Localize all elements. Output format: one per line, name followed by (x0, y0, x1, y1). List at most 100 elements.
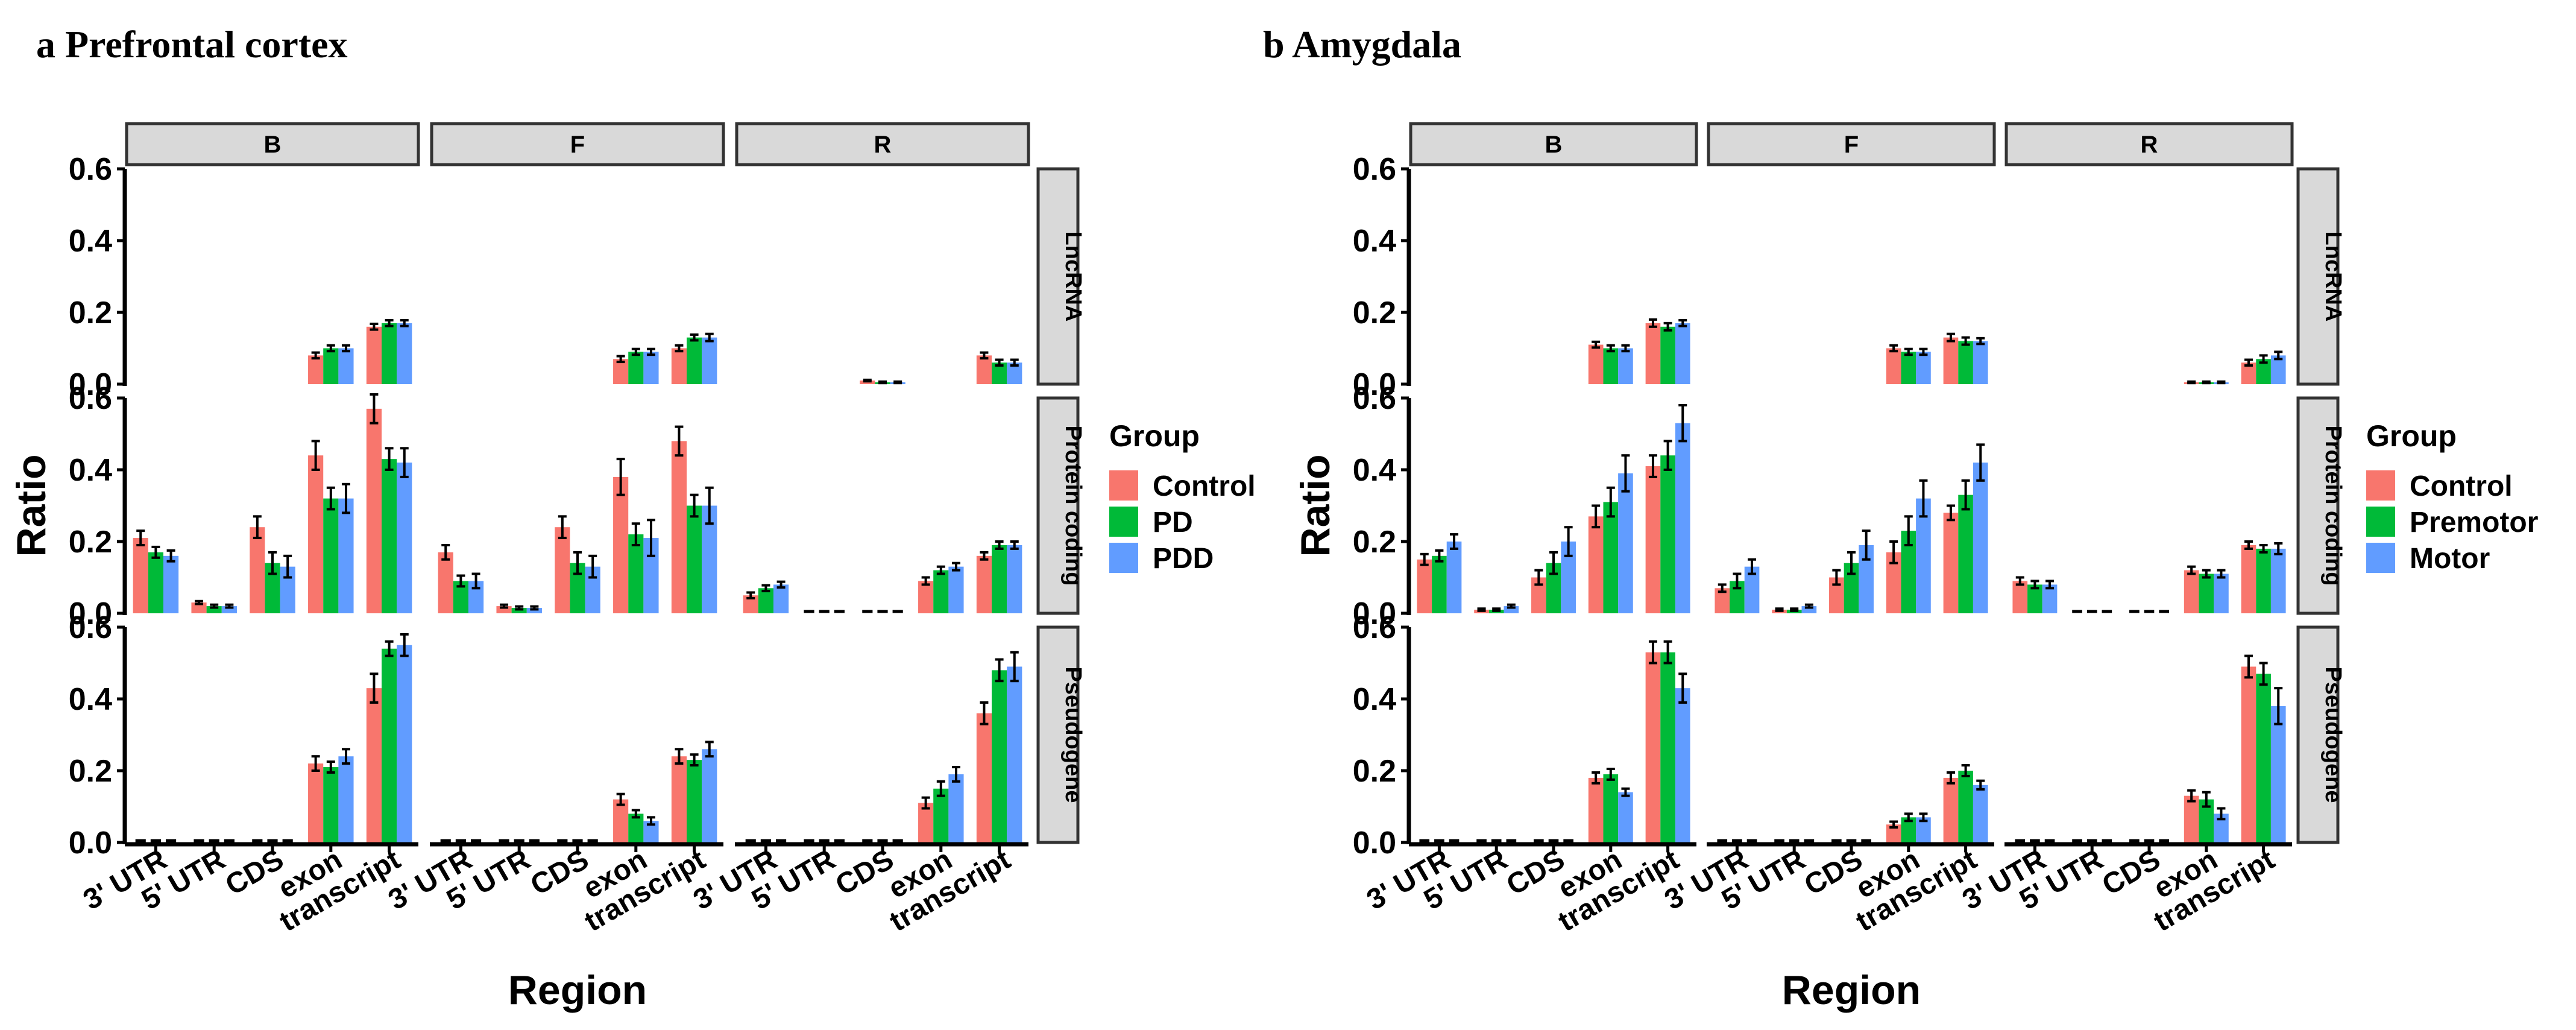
bar (1958, 494, 1973, 613)
bar (338, 498, 354, 613)
facet-row-label: Pseudogene (2320, 667, 2346, 803)
facet-strip-row (1036, 625, 1080, 844)
legend-label: PD (1153, 507, 1193, 539)
legend-label: Control (2410, 470, 2513, 502)
bar (1618, 792, 1633, 842)
bar (1660, 326, 1675, 384)
bar (323, 767, 339, 842)
bar (511, 608, 527, 613)
bar (308, 355, 324, 384)
bar (2241, 666, 2256, 842)
x-axis-title: Region (1782, 967, 1921, 1013)
bar (1007, 545, 1022, 613)
bar (438, 552, 453, 613)
facet-row-label: Protein coding (1060, 426, 1086, 586)
facet-strip-column (1409, 122, 1698, 166)
bar (526, 608, 542, 613)
y-tick-label: 0.6 (69, 152, 112, 187)
bar (366, 326, 382, 384)
facet-strip-row (2296, 396, 2340, 615)
facet-row-label: LncRNA (2320, 232, 2346, 322)
bar (976, 713, 992, 842)
legend-swatch (1109, 543, 1138, 573)
y-tick-label: 0.2 (1353, 525, 1396, 560)
bar (976, 355, 992, 384)
bar (702, 337, 717, 384)
legend-label: Premotor (2410, 507, 2538, 539)
bar (1446, 542, 1462, 613)
y-tick-label: 0.6 (69, 610, 112, 645)
facet-strip-row (2296, 625, 2340, 844)
y-tick-label: 0.0 (1353, 596, 1396, 631)
bar (1588, 777, 1604, 842)
y-tick-label: 0.4 (1353, 453, 1396, 488)
bar (687, 760, 702, 842)
bar (323, 498, 339, 613)
bar (2214, 573, 2229, 613)
legend-swatch (1109, 470, 1138, 501)
bar (773, 584, 789, 613)
bar (1973, 785, 1988, 842)
y-tick-label: 0.6 (69, 381, 112, 416)
bar (992, 545, 1007, 613)
bar (1943, 337, 1959, 384)
bar (148, 552, 163, 613)
bar (702, 749, 717, 842)
bar (308, 763, 324, 842)
y-axis-title: Ratio (1293, 455, 1338, 557)
y-tick-label: 0.6 (1353, 610, 1396, 645)
y-axis-title: Ratio (8, 455, 54, 557)
facet-strip-column (2004, 122, 2294, 166)
bar (671, 348, 687, 384)
bar (382, 648, 397, 842)
bar (1675, 688, 1690, 842)
bar (613, 476, 629, 613)
legend-swatch (2366, 507, 2395, 537)
bar (308, 455, 324, 613)
facet-strip-row (1036, 167, 1080, 386)
x-axis-title: Region (508, 967, 647, 1013)
bar (221, 606, 237, 613)
facet-strip-label: F (1844, 131, 1859, 158)
bar (1603, 774, 1619, 842)
bar (191, 602, 207, 613)
x-tick-label: CDS (220, 844, 289, 902)
bar (1660, 455, 1675, 613)
bar (397, 323, 412, 384)
bar (2184, 795, 2199, 842)
bar (976, 555, 992, 613)
x-tick-label: CDS (525, 844, 594, 902)
y-tick-label: 0.6 (1353, 152, 1396, 187)
bar (206, 606, 222, 613)
facet-strip-label: R (874, 131, 892, 158)
bar (671, 756, 687, 842)
bar (496, 606, 512, 613)
legend-label: PDD (1153, 543, 1214, 575)
bar (1618, 348, 1633, 384)
bar (1645, 466, 1661, 613)
y-tick-label: 0.2 (69, 754, 112, 789)
facet-row-label: LncRNA (1060, 232, 1086, 322)
y-tick-label: 0.0 (69, 826, 112, 861)
bar (338, 348, 354, 384)
legend-swatch (2366, 470, 2395, 501)
y-tick-label: 0.4 (1353, 224, 1396, 259)
y-tick-label: 0.2 (1353, 754, 1396, 789)
bar (1973, 463, 1988, 613)
bar (1916, 352, 1931, 384)
bar (2256, 674, 2271, 842)
bar (1588, 344, 1604, 384)
legend-label: Motor (2410, 543, 2490, 575)
facet-row-label: Protein coding (2320, 426, 2346, 586)
y-tick-label: 0.0 (1353, 826, 1396, 861)
bar (1603, 348, 1619, 384)
legend-label: Control (1153, 470, 1256, 502)
y-tick-label: 0.0 (69, 367, 112, 402)
legend-title: Group (2366, 419, 2457, 453)
bar (1801, 606, 1817, 613)
y-tick-label: 0.0 (1353, 367, 1396, 402)
facet-strip-column (735, 122, 1030, 166)
bar (671, 441, 687, 613)
bar (758, 588, 773, 613)
bar (687, 505, 702, 613)
